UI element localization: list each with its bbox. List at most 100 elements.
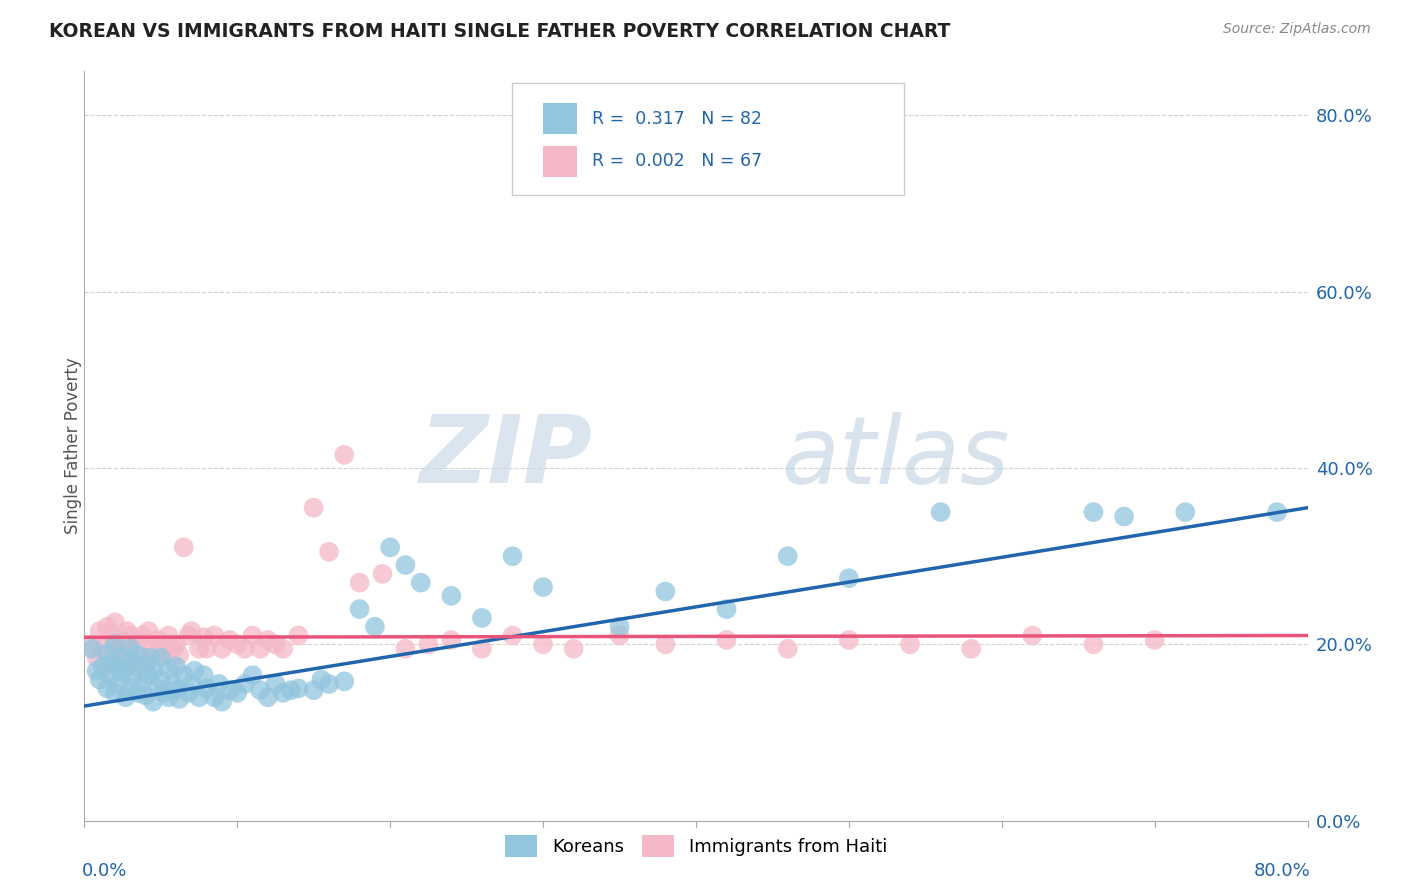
Point bbox=[149, 650, 172, 665]
Point bbox=[318, 545, 340, 559]
Point bbox=[242, 628, 264, 642]
Point bbox=[609, 628, 631, 642]
Point bbox=[142, 695, 165, 709]
Point bbox=[838, 632, 860, 647]
Point bbox=[120, 628, 142, 642]
Text: R =  0.002   N = 67: R = 0.002 N = 67 bbox=[592, 153, 762, 170]
Text: Source: ZipAtlas.com: Source: ZipAtlas.com bbox=[1223, 22, 1371, 37]
Point bbox=[111, 632, 134, 647]
Point bbox=[91, 641, 114, 656]
Point bbox=[165, 683, 187, 698]
Point bbox=[929, 505, 952, 519]
Point bbox=[120, 681, 142, 696]
Point bbox=[287, 628, 309, 642]
Point bbox=[162, 641, 184, 656]
Point bbox=[380, 541, 402, 555]
Point bbox=[80, 641, 103, 656]
Point bbox=[654, 637, 676, 651]
Point bbox=[96, 620, 118, 634]
Point bbox=[1021, 628, 1043, 642]
Point bbox=[257, 690, 280, 705]
Point bbox=[211, 641, 233, 656]
Point bbox=[131, 628, 153, 642]
Point bbox=[104, 637, 127, 651]
Point bbox=[311, 673, 333, 687]
Point bbox=[157, 662, 180, 676]
Point bbox=[120, 641, 142, 656]
Point bbox=[193, 630, 215, 644]
Point bbox=[101, 655, 124, 669]
Point bbox=[1143, 632, 1166, 647]
Point bbox=[115, 659, 138, 673]
Point bbox=[177, 628, 200, 642]
Point bbox=[157, 690, 180, 705]
Point bbox=[609, 620, 631, 634]
Point bbox=[202, 628, 225, 642]
Point bbox=[167, 648, 190, 662]
Point bbox=[333, 448, 356, 462]
Point bbox=[440, 632, 463, 647]
Point bbox=[135, 650, 157, 665]
Point bbox=[193, 668, 215, 682]
Point bbox=[371, 566, 394, 581]
Point bbox=[180, 624, 202, 639]
Point bbox=[242, 668, 264, 682]
Point bbox=[104, 646, 127, 660]
Point bbox=[409, 575, 432, 590]
Point bbox=[716, 632, 738, 647]
Point bbox=[716, 602, 738, 616]
Point bbox=[146, 681, 169, 696]
Point bbox=[257, 632, 280, 647]
Point bbox=[135, 689, 157, 703]
Point bbox=[86, 664, 108, 678]
Point bbox=[149, 641, 172, 656]
Point bbox=[349, 602, 371, 616]
Point bbox=[1265, 505, 1288, 519]
Point bbox=[86, 650, 108, 665]
Point bbox=[776, 549, 799, 564]
Point bbox=[114, 690, 136, 705]
Point bbox=[302, 683, 325, 698]
Point bbox=[111, 655, 134, 669]
Point bbox=[264, 637, 287, 651]
Point bbox=[531, 637, 554, 651]
Point bbox=[562, 641, 585, 656]
Point bbox=[149, 673, 172, 687]
Point bbox=[502, 549, 524, 564]
Point bbox=[218, 683, 240, 698]
Point bbox=[1114, 509, 1136, 524]
Point bbox=[531, 580, 554, 594]
Legend: Koreans, Immigrants from Haiti: Koreans, Immigrants from Haiti bbox=[498, 828, 894, 864]
Point bbox=[138, 668, 160, 682]
Point bbox=[104, 686, 127, 700]
Text: 0.0%: 0.0% bbox=[82, 862, 128, 880]
Point bbox=[183, 664, 205, 678]
Point bbox=[98, 668, 121, 682]
Point bbox=[127, 686, 149, 700]
Point bbox=[153, 648, 176, 662]
Point bbox=[165, 637, 187, 651]
Point bbox=[364, 620, 387, 634]
Point bbox=[139, 650, 162, 665]
Point bbox=[173, 541, 195, 555]
FancyBboxPatch shape bbox=[543, 145, 578, 177]
Point bbox=[1083, 637, 1105, 651]
Text: atlas: atlas bbox=[782, 412, 1010, 503]
Point bbox=[101, 628, 124, 642]
Point bbox=[96, 681, 118, 696]
Point bbox=[89, 624, 111, 639]
Point bbox=[96, 646, 118, 660]
Point bbox=[318, 677, 340, 691]
Point bbox=[177, 686, 200, 700]
Point bbox=[96, 659, 118, 673]
Point bbox=[122, 671, 145, 685]
Point bbox=[142, 664, 165, 678]
Point bbox=[960, 641, 983, 656]
Point bbox=[898, 637, 921, 651]
Point bbox=[180, 677, 202, 691]
Point bbox=[135, 659, 157, 673]
Point bbox=[107, 637, 129, 651]
Text: ZIP: ZIP bbox=[419, 411, 592, 503]
Point bbox=[115, 624, 138, 639]
Point bbox=[776, 641, 799, 656]
